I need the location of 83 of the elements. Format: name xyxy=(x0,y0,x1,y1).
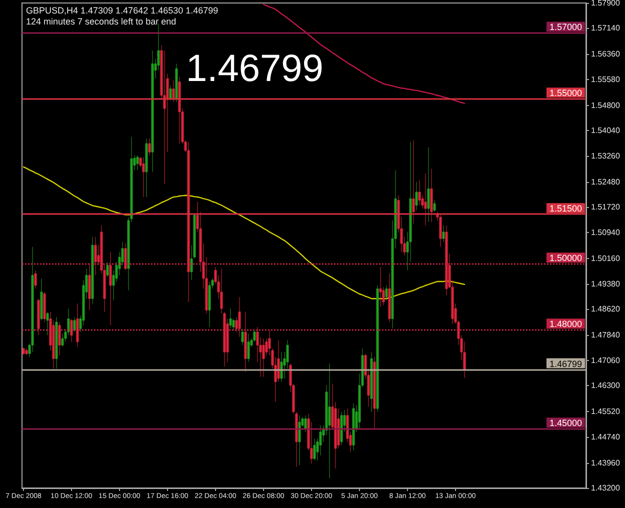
candlestick xyxy=(442,225,445,242)
candlestick xyxy=(88,263,91,310)
candlestick xyxy=(241,328,244,346)
y-tick-label: 1.55580 xyxy=(591,75,620,84)
candlestick xyxy=(352,403,355,451)
candlestick xyxy=(142,156,145,198)
candlestick xyxy=(427,146,430,222)
candlestick xyxy=(76,303,79,348)
ref-line-label: 1.45000 xyxy=(549,418,582,428)
ref-line-label: 1.51500 xyxy=(549,204,582,214)
y-tick-label: 1.54800 xyxy=(591,100,620,110)
candlestick xyxy=(244,312,247,372)
candlestick xyxy=(124,243,127,270)
candlestick xyxy=(61,333,64,348)
candlestick xyxy=(94,236,97,276)
candlestick xyxy=(109,252,112,326)
candlestick xyxy=(280,352,283,382)
candlestick xyxy=(73,316,76,332)
y-tick-label: 1.45520 xyxy=(591,406,620,416)
y-tick-label: 1.56360 xyxy=(591,49,620,58)
y-tick-label: 1.51720 xyxy=(591,202,620,212)
candlestick xyxy=(25,348,28,356)
y-tick-label: 1.52480 xyxy=(591,177,620,186)
ref-line-label: 1.46799 xyxy=(549,358,582,369)
annotation: 1.46799 xyxy=(186,48,324,90)
candlestick xyxy=(304,415,307,432)
y-tick-label: 1.44740 xyxy=(591,432,620,442)
candlestick xyxy=(106,262,109,278)
y-tick-label: 1.57140 xyxy=(591,24,620,33)
candlestick xyxy=(373,356,376,429)
y-tick-label: 1.50160 xyxy=(591,254,620,263)
candlestick xyxy=(46,312,49,336)
line-series xyxy=(22,166,466,300)
candlestick xyxy=(385,285,388,301)
candlestick xyxy=(148,138,151,156)
candlestick xyxy=(136,155,139,171)
y-tick-label: 1.48620 xyxy=(591,304,620,314)
candlestick xyxy=(313,438,316,461)
candlestick xyxy=(91,236,94,304)
candlestick xyxy=(229,308,232,329)
candlestick xyxy=(175,63,178,102)
y-tick-label: 1.47840 xyxy=(591,330,620,340)
candlestick xyxy=(388,273,391,322)
y-tick-label: 1.47060 xyxy=(591,356,620,366)
text: 124 minutes 7 seconds left to bar end xyxy=(26,16,176,26)
candlestick xyxy=(151,50,154,172)
ref-line-label: 1.55000 xyxy=(549,88,582,98)
candlestick xyxy=(43,292,46,322)
candlestick xyxy=(34,270,37,289)
candlestick xyxy=(415,182,418,210)
candlestick xyxy=(247,333,250,362)
chart-title: GBPUSD,H4 1.47309 1.47642 1.46530 1.46799 xyxy=(26,6,218,16)
candlestick xyxy=(445,225,448,296)
candlestick xyxy=(238,296,241,338)
candlestick xyxy=(58,322,61,356)
y-tick-label: 1.43200 xyxy=(591,484,620,492)
candlestick xyxy=(37,298,40,336)
ref-line-label: 1.57000 xyxy=(549,22,582,32)
candlestick xyxy=(55,316,58,369)
y-tick-label: 1.54040 xyxy=(591,126,620,135)
candlestick xyxy=(298,415,301,466)
candlestick xyxy=(262,338,265,378)
ref-line-label: 1.50000 xyxy=(549,253,582,264)
candlestick xyxy=(40,278,43,321)
y-tick-label: 1.53260 xyxy=(591,152,620,161)
candlestick xyxy=(70,318,73,342)
candlestick xyxy=(370,352,373,412)
y-tick-label: 1.49380 xyxy=(591,280,620,289)
y-tick-label: 1.50940 xyxy=(591,228,620,238)
candlestick xyxy=(145,138,148,198)
candlestick xyxy=(22,348,25,355)
y-tick-label: 1.57900 xyxy=(591,0,620,8)
ref-line-label: 1.48000 xyxy=(549,319,582,330)
y-tick-label: 1.46300 xyxy=(591,381,620,390)
candlestick xyxy=(376,285,379,412)
candlestick xyxy=(340,412,343,446)
candlestick xyxy=(433,200,436,212)
candlestick xyxy=(169,85,172,101)
y-tick-label: 1.43960 xyxy=(591,458,620,468)
candlestick xyxy=(208,282,211,328)
candlestick xyxy=(379,266,382,308)
candlestick xyxy=(418,180,421,206)
candlestick xyxy=(328,363,331,479)
